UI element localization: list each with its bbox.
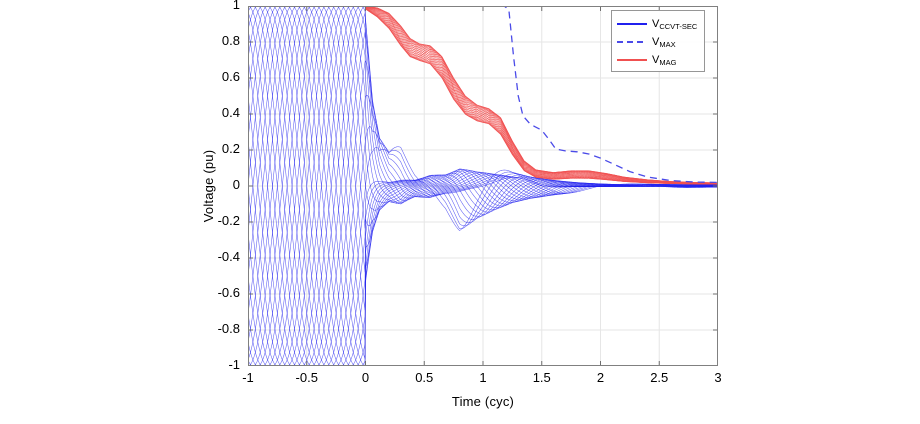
plot-svg <box>248 6 718 366</box>
legend-label: VMAX <box>652 35 676 49</box>
y-tick-label: 0 <box>232 177 240 192</box>
x-tick-label: 1 <box>479 370 487 385</box>
y-tick-label: 0.2 <box>221 141 240 156</box>
series-v-mag <box>365 6 718 185</box>
x-tick-label: 1.5 <box>532 370 551 385</box>
x-axis-label: Time (cyc) <box>451 394 515 409</box>
legend-label: VMAG <box>652 53 677 67</box>
y-tick-label: -1 <box>228 357 240 372</box>
legend-item[interactable]: VMAX <box>617 33 699 51</box>
legend-label: VCCVT-SEC <box>652 17 698 31</box>
x-tick-label: 0.5 <box>415 370 434 385</box>
y-tick-label: -0.2 <box>217 213 240 228</box>
legend-swatch <box>617 23 647 25</box>
legend-item[interactable]: VMAG <box>617 51 699 69</box>
y-tick-label: -0.6 <box>217 285 240 300</box>
x-tick-label: -0.5 <box>295 370 318 385</box>
x-tick-label: 2 <box>596 370 605 385</box>
series-v-max <box>248 6 718 184</box>
y-tick-label: 1 <box>232 0 240 12</box>
x-tick-label: -1 <box>242 370 254 385</box>
legend-swatch <box>617 41 647 43</box>
y-tick-label: 0.4 <box>221 105 240 120</box>
y-tick-label: 0.8 <box>221 33 240 48</box>
y-tick-label: 0.6 <box>221 69 240 84</box>
x-tick-label: 2.5 <box>650 370 669 385</box>
legend-swatch <box>617 59 647 61</box>
series-v-ccvt-sec <box>248 6 718 366</box>
plot-box-border <box>248 6 718 366</box>
legend-item[interactable]: VCCVT-SEC <box>617 15 699 33</box>
x-axis-label-container: Time (cyc) <box>248 394 718 414</box>
y-tick-label: -0.4 <box>217 249 240 264</box>
x-tick-label: 0 <box>361 370 370 385</box>
x-tick-label: 3 <box>714 370 722 385</box>
chart-legend[interactable]: VCCVT-SEC VMAX VMAG <box>611 10 705 72</box>
y-tick-label: -0.8 <box>217 321 240 336</box>
